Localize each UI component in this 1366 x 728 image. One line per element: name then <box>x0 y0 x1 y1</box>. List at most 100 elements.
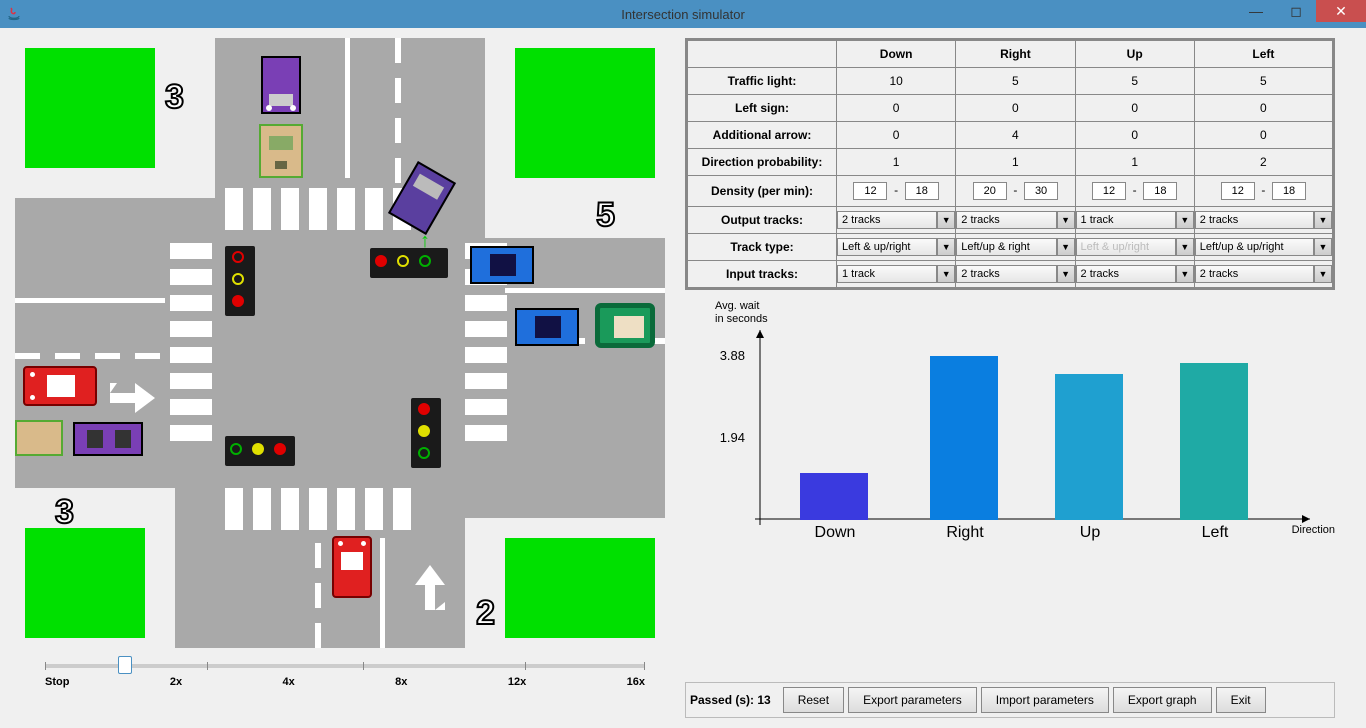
grass-patch <box>25 528 145 638</box>
chevron-down-icon[interactable]: ▼ <box>1057 265 1075 283</box>
parameters-table: Down Right Up Left Traffic light: 10 5 5… <box>685 38 1335 290</box>
chart-ylabel: Avg. waitin seconds <box>715 300 768 326</box>
col-header: Right <box>956 40 1075 68</box>
chevron-down-icon[interactable]: ▼ <box>1314 211 1332 229</box>
chevron-down-icon: ▼ <box>1176 238 1194 256</box>
table-row-input-tracks: Input tracks: 1 track▼ 2 tracks▼ 2 track… <box>687 261 1334 289</box>
traffic-light <box>225 436 295 466</box>
table-row-output-tracks: Output tracks: 2 tracks▼ 2 tracks▼ 1 tra… <box>687 207 1334 234</box>
maximize-button[interactable]: ◻ <box>1276 0 1316 22</box>
density-min-input[interactable] <box>853 182 887 200</box>
chevron-down-icon[interactable]: ▼ <box>1057 238 1075 256</box>
chevron-down-icon[interactable]: ▼ <box>937 265 955 283</box>
col-header: Left <box>1194 40 1333 68</box>
slider-label: 16x <box>627 676 645 688</box>
chart-xlabel: Direction <box>1292 524 1335 536</box>
track-type-select[interactable]: Left/up & right▼ <box>956 238 1074 256</box>
vehicle <box>259 124 303 178</box>
chevron-down-icon[interactable]: ▼ <box>937 238 955 256</box>
table-row: Additional arrow: 0 4 0 0 <box>687 122 1334 149</box>
output-tracks-select[interactable]: 2 tracks▼ <box>1195 211 1332 229</box>
density-max-input[interactable] <box>1024 182 1058 200</box>
slider-thumb[interactable] <box>118 656 132 674</box>
table-row-track-type: Track type: Left & up/right▼ Left/up & r… <box>687 234 1334 261</box>
input-tracks-select[interactable]: 2 tracks▼ <box>1076 265 1194 283</box>
chevron-down-icon[interactable]: ▼ <box>1176 211 1194 229</box>
vehicle <box>595 303 655 348</box>
density-max-input[interactable] <box>1272 182 1306 200</box>
vehicle <box>73 422 143 456</box>
reset-button[interactable]: Reset <box>783 687 844 713</box>
vehicle <box>23 366 97 406</box>
exit-button[interactable]: Exit <box>1216 687 1266 713</box>
chart-category: Left <box>1165 524 1265 542</box>
grass-patch <box>515 48 655 178</box>
output-tracks-select[interactable]: 1 track▼ <box>1076 211 1194 229</box>
slider-label: 12x <box>508 676 526 688</box>
wait-time-chart: Avg. waitin seconds 3.88 1.94 Down Right… <box>685 300 1335 560</box>
chart-bar <box>1180 363 1248 520</box>
density-max-input[interactable] <box>1143 182 1177 200</box>
titlebar: Intersection simulator — ◻ ✕ <box>0 0 1366 28</box>
slider-label: 8x <box>395 676 407 688</box>
chart-ytick: 3.88 <box>705 348 745 363</box>
slider-label: 4x <box>283 676 295 688</box>
chart-ytick: 1.94 <box>705 430 745 445</box>
table-row-density: Density (per min): - - - - <box>687 176 1334 207</box>
chart-category: Down <box>785 524 885 542</box>
input-tracks-select[interactable]: 1 track▼ <box>837 265 955 283</box>
table-row: Left sign: 0 0 0 0 <box>687 95 1334 122</box>
track-type-select[interactable]: Left/up & up/right▼ <box>1195 238 1332 256</box>
track-type-select: Left & up/right▼ <box>1076 238 1194 256</box>
chevron-down-icon[interactable]: ▼ <box>1057 211 1075 229</box>
road-arrow-icon <box>410 560 450 618</box>
export-parameters-button[interactable]: Export parameters <box>848 687 977 713</box>
vehicle <box>261 56 301 114</box>
chevron-down-icon[interactable]: ▼ <box>1176 265 1194 283</box>
vehicle <box>515 308 579 346</box>
minimize-button[interactable]: — <box>1236 0 1276 22</box>
density-min-input[interactable] <box>1221 182 1255 200</box>
grass-patch <box>505 538 655 638</box>
corner-number-bl: 3 <box>55 493 74 532</box>
table-row: Traffic light: 10 5 5 5 <box>687 68 1334 95</box>
corner-number-tl: 3 <box>165 78 184 117</box>
grass-patch <box>25 48 155 168</box>
input-tracks-select[interactable]: 2 tracks▼ <box>956 265 1074 283</box>
slider-label: Stop <box>45 676 69 688</box>
vehicle <box>470 246 534 284</box>
close-button[interactable]: ✕ <box>1316 0 1366 22</box>
col-header: Up <box>1075 40 1194 68</box>
export-graph-button[interactable]: Export graph <box>1113 687 1212 713</box>
vehicle <box>332 536 372 598</box>
slider-labels: Stop 2x 4x 8x 12x 16x <box>45 676 645 688</box>
slider-label: 2x <box>170 676 182 688</box>
traffic-light <box>411 398 441 468</box>
bottom-toolbar: Passed (s): 13 Reset Export parameters I… <box>685 682 1335 718</box>
input-tracks-select[interactable]: 2 tracks▼ <box>1195 265 1332 283</box>
chart-bar <box>930 356 998 520</box>
density-min-input[interactable] <box>973 182 1007 200</box>
chart-category: Up <box>1040 524 1140 542</box>
density-min-input[interactable] <box>1092 182 1126 200</box>
import-parameters-button[interactable]: Import parameters <box>981 687 1109 713</box>
java-icon <box>6 6 22 22</box>
window-controls: — ◻ ✕ <box>1236 0 1366 22</box>
speed-slider[interactable] <box>45 664 645 668</box>
simulation-canvas: 3 5 3 2 ↑ <box>15 38 665 648</box>
output-tracks-select[interactable]: 2 tracks▼ <box>956 211 1074 229</box>
col-header: Down <box>837 40 956 68</box>
traffic-light: ↑ <box>370 248 448 278</box>
road-arrow-icon <box>105 378 160 421</box>
chevron-down-icon[interactable]: ▼ <box>1314 238 1332 256</box>
window-title: Intersection simulator <box>621 7 745 22</box>
track-type-select[interactable]: Left & up/right▼ <box>837 238 955 256</box>
chart-category: Right <box>915 524 1015 542</box>
chevron-down-icon[interactable]: ▼ <box>1314 265 1332 283</box>
traffic-light <box>225 246 255 316</box>
corner-number-br: 2 <box>476 594 495 633</box>
output-tracks-select[interactable]: 2 tracks▼ <box>837 211 955 229</box>
passed-seconds-label: Passed (s): 13 <box>690 693 771 707</box>
density-max-input[interactable] <box>905 182 939 200</box>
chevron-down-icon[interactable]: ▼ <box>937 211 955 229</box>
